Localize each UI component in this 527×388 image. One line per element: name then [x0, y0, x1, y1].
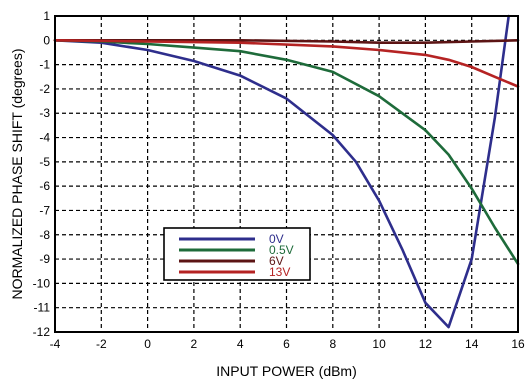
y-tick-label: -8 — [39, 228, 50, 242]
x-tick-label: 0 — [144, 337, 151, 351]
x-tick-label: 8 — [329, 337, 336, 351]
y-tick-label: -5 — [39, 155, 50, 169]
y-tick-label: -4 — [39, 131, 50, 145]
y-tick-label: -6 — [39, 179, 50, 193]
plot-frame — [54, 15, 519, 333]
series-line-6v — [53, 38, 520, 45]
legend-label: 13V — [269, 265, 290, 279]
y-tick-label: -3 — [39, 106, 50, 120]
series-line-13v — [53, 38, 520, 88]
x-tick-label: 16 — [511, 337, 525, 351]
y-tick-label: -10 — [33, 276, 51, 290]
series-line-0v — [53, 14, 511, 329]
y-axis-label: NORMALIZED PHASE SHIFT (degrees) — [9, 48, 25, 299]
y-tick-label: -9 — [39, 252, 50, 266]
y-tick-label: -1 — [39, 58, 50, 72]
y-tick-label: 1 — [43, 9, 50, 23]
x-tick-label: -4 — [50, 337, 61, 351]
x-tick-label: 14 — [465, 337, 479, 351]
x-tick-label: 4 — [237, 337, 244, 351]
x-tick-label: 6 — [283, 337, 290, 351]
legend-label: 0.5V — [269, 243, 294, 257]
legend-label: 0V — [269, 232, 284, 246]
y-tick-label: -12 — [33, 325, 51, 339]
x-tick-label: 12 — [419, 337, 433, 351]
legend-label: 6V — [269, 254, 284, 268]
y-tick-label: -7 — [39, 203, 50, 217]
y-tick-label: 0 — [43, 33, 50, 47]
x-tick-label: 2 — [191, 337, 198, 351]
x-tick-label: 10 — [372, 337, 386, 351]
x-tick-label: -2 — [96, 337, 107, 351]
y-tick-label: -11 — [34, 301, 51, 315]
series-line-0-5v — [53, 38, 520, 266]
x-axis-label: INPUT POWER (dBm) — [216, 363, 357, 379]
y-tick-label: -2 — [39, 82, 50, 96]
